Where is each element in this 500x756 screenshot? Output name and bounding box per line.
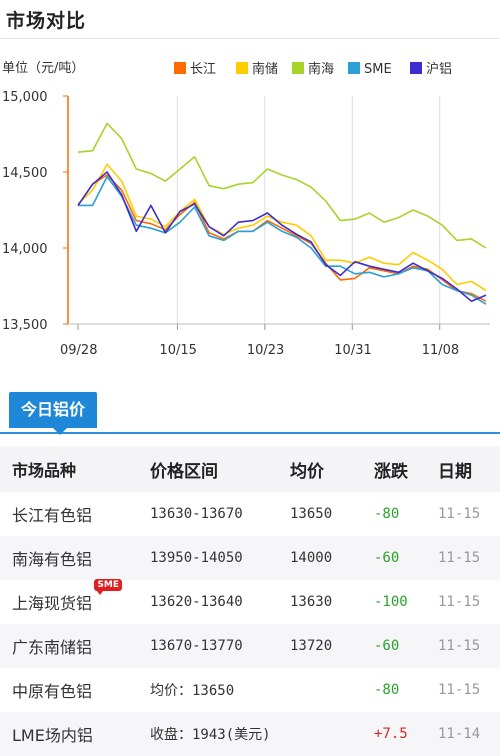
- legend-swatch: [410, 62, 422, 74]
- price-date: 11-15: [438, 682, 481, 698]
- x-tick-label: 09/28: [60, 343, 97, 358]
- legend-swatch: [348, 62, 360, 74]
- price-range: 13630-13670: [150, 506, 243, 522]
- price-date: 11-15: [437, 536, 500, 580]
- market-name-text: 上海现货铝: [12, 594, 93, 613]
- tab-today-price[interactable]: 今日铝价: [9, 392, 98, 435]
- column-header: 均价: [289, 446, 373, 492]
- price-date: 11-15: [438, 594, 481, 610]
- legend-label: 南海: [308, 61, 334, 77]
- x-tick-label: 10/31: [334, 343, 371, 358]
- column-header: 日期: [437, 446, 500, 492]
- x-tick-label: 11/08: [422, 343, 459, 358]
- column-header: 价格区间: [149, 446, 289, 492]
- price-change: -100: [374, 594, 408, 610]
- market-name: 中原有色铝: [12, 682, 93, 701]
- legend-swatch: [174, 62, 186, 74]
- price-date: 11-14: [437, 712, 500, 756]
- y-tick-label: 13,500: [2, 318, 48, 333]
- table-row[interactable]: 中原有色铝 均价：13650 -80 11-15: [0, 668, 500, 712]
- series-line-3: [77, 122, 487, 249]
- price-change: +7.5: [373, 712, 437, 756]
- series-line-4: [78, 175, 487, 305]
- table-row[interactable]: 广东南储铝 13670-13770 13720 -60 11-15: [0, 624, 500, 668]
- price-range: 13670-13770: [149, 624, 289, 668]
- market-name: 上海现货铝 SME: [0, 579, 149, 624]
- price-table: 市场品种 价格区间 均价 涨跌 日期 长江有色铝 13630-13670 136…: [0, 446, 500, 756]
- chart-legend: 长江 南储 南海 SME 沪铝: [174, 61, 452, 77]
- series-lines: [77, 122, 487, 305]
- market-name: LME场内铝: [0, 712, 149, 756]
- sme-badge: SME: [94, 579, 123, 595]
- legend-label: 南储: [252, 61, 278, 77]
- price-range: 收盘：1943(美元): [149, 712, 373, 756]
- price-date: 11-15: [438, 506, 481, 522]
- avg-price: 13720: [289, 624, 373, 668]
- avg-price: 14000: [289, 536, 373, 580]
- market-name-with-badge: 上海现货铝 SME: [12, 579, 123, 614]
- series-line-1: [77, 174, 487, 302]
- series-line-2: [77, 163, 487, 292]
- tab-bar: 今日铝价: [0, 392, 500, 435]
- avg-price: 13650: [290, 506, 333, 522]
- column-header: 涨跌: [373, 446, 437, 492]
- price-change: -80: [374, 682, 400, 698]
- y-tick-label: 15,000: [2, 90, 48, 105]
- price-range: 均价：13650: [150, 683, 235, 699]
- y-tick-label: 14,000: [2, 242, 48, 257]
- header-divider: [0, 38, 500, 39]
- y-tick-label: 14,500: [2, 166, 48, 181]
- legend-swatch: [292, 62, 304, 74]
- table-row[interactable]: 长江有色铝 13630-13670 13650 -80 11-15: [0, 492, 500, 536]
- avg-price: 13630: [290, 594, 333, 610]
- price-range: 13620-13640: [150, 594, 243, 610]
- x-axis: 09/28 10/15 10/23 10/31 11/08: [60, 323, 490, 358]
- price-comparison-chart: 单位（元/吨） 长江 南储 南海 SME 沪铝 15,000 14,500 14,000 13…: [2, 61, 490, 358]
- legend-label: 长江: [190, 62, 216, 77]
- market-name: 南海有色铝: [0, 536, 149, 580]
- table-row[interactable]: LME场内铝 收盘：1943(美元) +7.5 11-14: [0, 712, 500, 756]
- legend-label: 沪铝: [426, 61, 452, 77]
- y-axis: 15,000 14,500 14,000 13,500: [2, 90, 69, 333]
- price-date: 11-15: [437, 624, 500, 668]
- page-title: 市场对比: [6, 10, 87, 32]
- price-change: -60: [373, 536, 437, 580]
- market-name: 广东南储铝: [0, 624, 149, 668]
- table-row[interactable]: 南海有色铝 13950-14050 14000 -60 11-15: [0, 536, 500, 580]
- column-header: 市场品种: [0, 446, 149, 492]
- header: 市场对比: [0, 0, 500, 39]
- chart-grid: [176, 96, 441, 324]
- table-header-row: 市场品种 价格区间 均价 涨跌 日期: [0, 446, 500, 492]
- price-change: -60: [373, 624, 437, 668]
- price-change: -80: [374, 506, 400, 522]
- legend-label: SME: [364, 62, 392, 77]
- unit-label: 单位（元/吨）: [2, 61, 84, 76]
- market-name: 长江有色铝: [12, 506, 93, 525]
- table-row[interactable]: 上海现货铝 SME 13620-13640 13630 -100 11-15: [0, 579, 500, 624]
- legend-swatch: [236, 62, 248, 74]
- series-line-5: [77, 171, 487, 303]
- price-range: 13950-14050: [149, 536, 289, 580]
- x-tick-label: 10/23: [247, 343, 284, 358]
- x-tick-label: 10/15: [159, 343, 196, 358]
